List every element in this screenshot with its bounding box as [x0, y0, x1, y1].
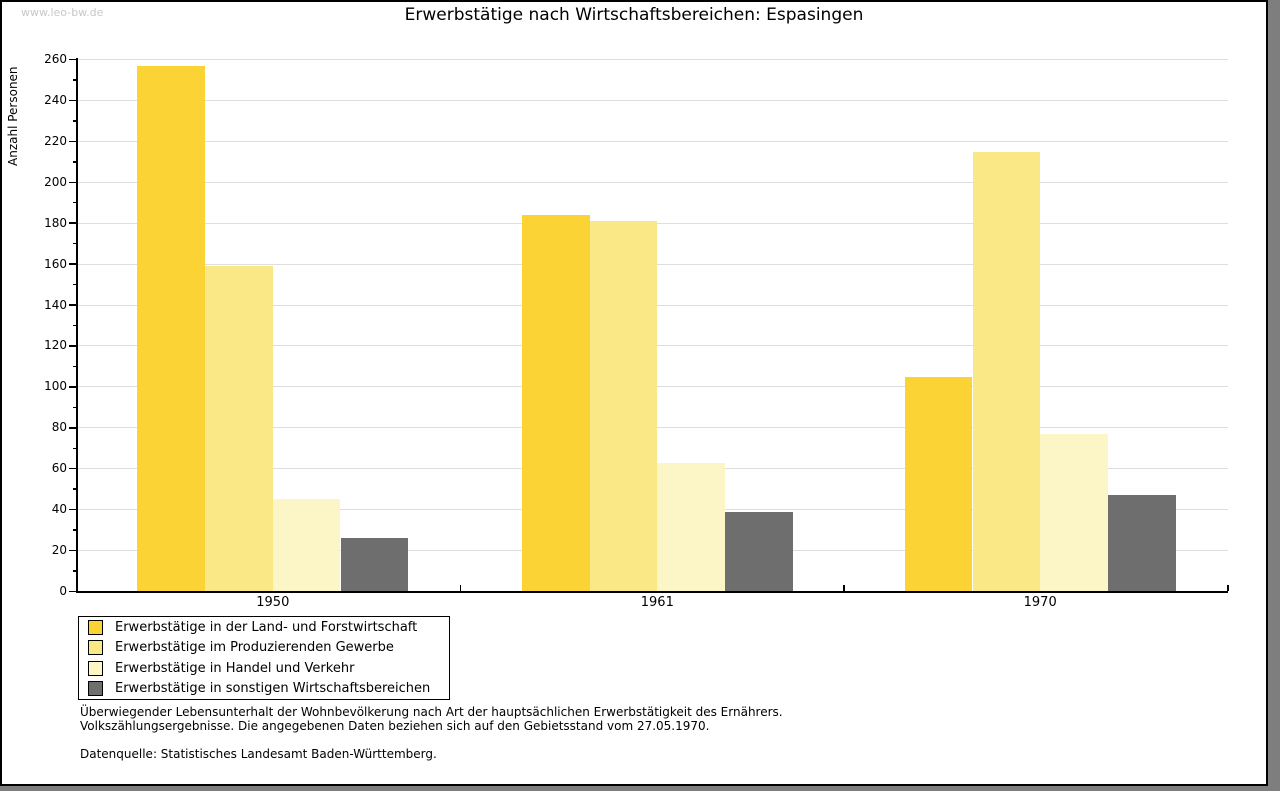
legend-swatch-handel-verkehr	[88, 660, 103, 676]
y-tick-label: 220	[44, 133, 67, 148]
legend-swatch-produzierendes-gewerbe	[88, 640, 103, 656]
y-tick	[69, 99, 76, 102]
y-tick	[69, 549, 76, 552]
y-tick-label: 240	[44, 92, 67, 107]
bar-1961-series-4	[725, 511, 793, 592]
y-tick	[69, 345, 76, 347]
y-tick-label: 160	[44, 256, 67, 271]
bar-1950-series-2	[205, 266, 273, 592]
y-tick	[69, 58, 76, 61]
y-tick	[69, 140, 76, 143]
chart-title: Erwerbstätige nach Wirtschaftsbereichen:…	[404, 5, 864, 25]
y-tick-label: 20	[51, 543, 67, 558]
legend-label: Erwerbstätige im Produzierenden Gewerbe	[115, 640, 394, 656]
x-tick-label: 1970	[1023, 595, 1057, 610]
footnote: Überwiegender Lebensunterhalt der Wohnbe…	[80, 705, 783, 733]
bar-1970-series-2	[972, 151, 1041, 592]
bar-1961-series-1	[521, 215, 590, 592]
bar-1970-series-1	[904, 376, 973, 592]
x-boundary-tick	[459, 584, 462, 591]
bar-1950-series-4	[340, 538, 409, 592]
y-minor-tick	[72, 242, 77, 245]
bar-1950-series-3	[272, 499, 341, 592]
y-tick	[69, 181, 76, 184]
data-source: Datenquelle: Statistisches Landesamt Bad…	[80, 747, 437, 761]
legend-item: Erwerbstätige in sonstigen Wirtschaftsbe…	[88, 681, 449, 697]
x-tick-label: 1950	[256, 595, 290, 610]
y-tick-label: 80	[51, 420, 67, 435]
y-minor-tick	[72, 447, 77, 450]
y-minor-tick	[72, 283, 77, 286]
y-minor-tick	[72, 488, 77, 490]
y-minor-tick	[72, 79, 77, 81]
y-tick	[69, 508, 76, 511]
y-minor-tick	[72, 570, 77, 572]
y-minor-tick	[72, 201, 77, 204]
y-tick	[69, 304, 76, 306]
bar-1970-series-3	[1040, 433, 1108, 592]
y-tick	[69, 386, 76, 388]
y-gridline	[77, 181, 1228, 183]
x-boundary-tick	[843, 584, 845, 591]
y-minor-tick	[72, 324, 77, 327]
legend-item: Erwerbstätige im Produzierenden Gewerbe	[88, 640, 449, 656]
y-tick-label: 120	[44, 338, 67, 353]
y-tick-label: 40	[51, 502, 67, 517]
bar-1950-series-1	[137, 65, 206, 592]
bar-1961-series-3	[657, 462, 725, 592]
y-tick-label: 200	[44, 174, 67, 189]
y-minor-tick	[72, 406, 77, 409]
legend-label: Erwerbstätige in sonstigen Wirtschaftsbe…	[115, 681, 431, 697]
y-axis-line	[75, 58, 78, 593]
y-tick-label: 60	[51, 461, 67, 476]
legend-label: Erwerbstätige in Handel und Verkehr	[115, 660, 355, 676]
bar-1970-series-4	[1107, 495, 1176, 592]
x-axis-line	[75, 590, 1228, 593]
y-gridline	[77, 140, 1228, 142]
legend-item: Erwerbstätige in der Land- und Forstwirt…	[88, 619, 449, 635]
y-tick-label: 180	[44, 215, 67, 230]
legend-item: Erwerbstätige in Handel und Verkehr	[88, 660, 449, 676]
y-tick	[69, 222, 76, 224]
y-tick	[69, 263, 76, 265]
bar-1961-series-2	[589, 221, 658, 592]
y-minor-tick	[72, 529, 77, 531]
y-tick-label: 100	[44, 379, 67, 394]
y-tick-label: 260	[44, 52, 67, 66]
footnote-line-2: Volkszählungsergebnisse. Die angegebenen…	[80, 718, 710, 733]
y-gridline	[77, 99, 1228, 101]
y-minor-tick	[72, 120, 77, 122]
legend-label: Erwerbstätige in der Land- und Forstwirt…	[115, 619, 418, 635]
legend-swatch-land-forstwirtschaft	[88, 619, 103, 635]
footnote-line-1: Überwiegender Lebensunterhalt der Wohnbe…	[80, 705, 783, 719]
y-tick-label: 140	[44, 297, 67, 312]
y-tick	[69, 427, 76, 429]
y-tick	[69, 467, 76, 470]
y-tick	[69, 590, 76, 593]
watermark-text: www.leo-bw.de	[21, 6, 104, 19]
x-boundary-tick	[1227, 584, 1229, 591]
legend-swatch-sonstige	[88, 681, 103, 697]
y-gridline	[77, 59, 1228, 60]
x-tick-label: 1961	[640, 595, 674, 610]
y-minor-tick	[72, 365, 77, 368]
y-tick-label: 0	[59, 584, 67, 598]
legend-box: Erwerbstätige in der Land- und Forstwirt…	[78, 616, 450, 700]
y-minor-tick	[72, 161, 77, 163]
